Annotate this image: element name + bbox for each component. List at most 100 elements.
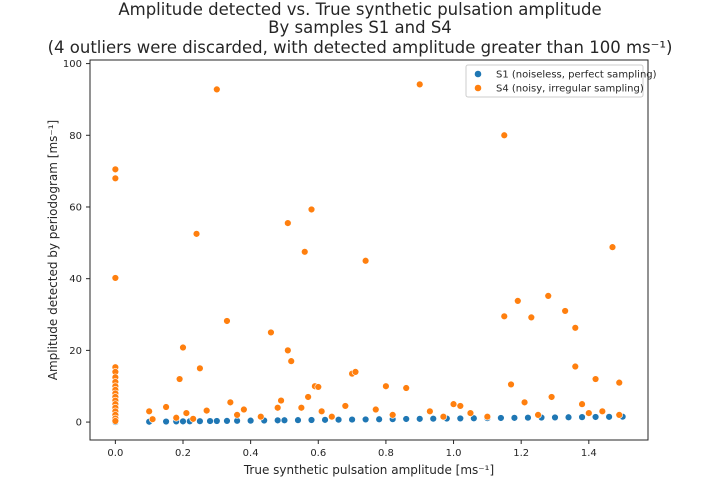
data-point-s1 [348,415,356,424]
y-tick-label: 20 [69,346,82,357]
data-point-s4 [388,411,397,419]
data-point-s4 [534,411,542,419]
data-point-s1 [375,415,383,423]
data-point-s1 [456,414,465,423]
data-point-s4 [111,417,120,425]
data-point-s1 [223,417,231,425]
data-point-s1 [497,414,505,422]
data-point-s4 [578,400,586,408]
data-point-s4 [162,403,170,411]
chart-title-line-3: (4 outliers were discarded, with detecte… [47,38,673,57]
y-tick-label: 100 [63,59,82,70]
x-tick-label: 1.4 [581,448,597,459]
chart-title-line-1: Amplitude detected vs. True synthetic pu… [118,0,602,19]
plot-frame [89,59,649,441]
data-point-s4 [500,131,508,139]
data-point-s4 [571,324,579,332]
data-point-s1 [321,416,329,424]
data-point-s4 [328,412,336,421]
data-point-s4 [317,407,326,416]
data-point-s4 [527,313,536,322]
data-point-s4 [416,80,424,89]
data-point-s1 [213,417,221,425]
y-axis-label: Amplitude detected by periodogram [ms⁻¹] [46,120,60,380]
data-point-s4 [341,402,350,410]
data-point-s1 [510,414,519,422]
x-tick-label: 0.0 [107,448,123,459]
data-point-s4 [240,405,248,414]
x-tick-label: 0.2 [175,448,191,459]
data-point-s4 [179,343,187,352]
data-point-s4 [304,393,312,401]
data-point-s4 [287,357,295,365]
data-point-s1 [307,416,316,424]
data-point-s4 [284,346,292,355]
data-point-s4 [500,312,508,321]
data-point-s4 [615,411,623,419]
data-point-s4 [585,409,593,417]
data-point-s4 [547,393,556,401]
data-point-s4 [213,85,221,94]
data-point-s1 [361,415,370,424]
data-point-s1 [179,417,187,426]
data-point-s4 [361,257,370,265]
data-point-s4 [466,409,475,417]
data-point-s1 [402,415,410,423]
data-point-s1 [246,416,255,425]
x-axis-label: True synthetic pulsation amplitude [ms⁻¹… [243,463,494,477]
legend-label-s4: S4 (noisy, irregular sampling) [496,84,644,95]
data-point-s4 [111,174,120,183]
legend-marker-s1 [474,70,482,78]
data-point-s4 [267,328,275,337]
data-point-s4 [483,412,492,421]
data-point-s1 [206,417,214,425]
x-tick-label: 0.4 [243,448,259,459]
y-tick-label: 80 [69,131,82,142]
y-tick-label: 0 [76,418,82,429]
data-point-s1 [470,414,478,422]
data-point-s4 [172,414,180,422]
x-tick-label: 1.0 [446,448,462,459]
data-point-s1 [196,417,204,425]
data-point-s4 [382,382,390,390]
data-point-s4 [233,411,241,419]
data-point-s4 [148,415,157,423]
legend-box [465,64,644,98]
x-tick-label: 0.6 [310,448,326,459]
data-point-s4 [402,384,410,392]
data-point-s4 [372,405,380,414]
y-tick-label: 40 [69,274,82,285]
data-point-s4 [175,375,184,383]
data-point-s4 [223,317,231,325]
x-tick-label: 1.2 [513,448,529,459]
data-point-s4 [307,205,316,214]
data-point-s4 [571,362,579,371]
y-tick-label: 60 [69,202,82,213]
data-point-s4 [544,292,552,300]
data-point-s4 [189,415,197,423]
x-tick-label: 0.8 [378,448,394,459]
data-point-s4 [439,412,448,421]
data-point-s1 [605,413,613,421]
data-point-s4 [202,406,211,415]
legend-marker-s4 [474,84,482,92]
data-point-s1 [334,416,343,424]
data-point-s4 [196,364,204,373]
data-point-s4 [111,165,120,174]
data-point-s4 [111,274,120,282]
data-point-s1 [280,416,289,424]
data-point-s1 [273,416,282,425]
data-point-s1 [578,413,586,421]
data-point-s4 [182,409,191,417]
data-point-s1 [564,413,573,421]
data-point-s4 [514,297,522,305]
data-point-s4 [277,396,285,405]
data-point-s1 [429,415,437,423]
data-point-s4 [297,404,306,412]
data-point-s4 [226,398,235,407]
data-point-s4 [456,402,465,410]
data-point-s4 [257,412,265,421]
data-point-s4 [520,398,529,407]
data-point-s1 [294,416,302,424]
